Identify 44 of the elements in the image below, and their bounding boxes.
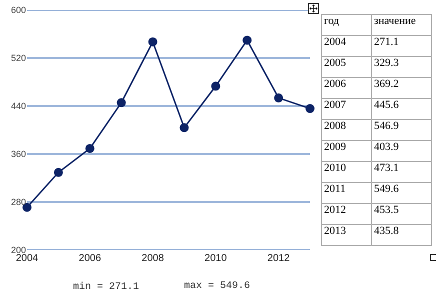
text: 473.1 [372, 162, 432, 182]
point [148, 37, 158, 46]
y-tick-label: 600 [10, 5, 26, 16]
text: 403.9 [372, 140, 432, 162]
y-tick-label: 440 [10, 101, 26, 112]
point [54, 168, 63, 177]
text: 2010 [322, 162, 372, 182]
text: 2009 [322, 140, 372, 162]
text: 2004 [322, 36, 372, 56]
text: 2013 [322, 224, 372, 246]
y-tick-label: 520 [10, 53, 26, 64]
y-tick-label: 360 [10, 149, 26, 160]
point [274, 93, 284, 102]
text: 2006 [322, 78, 372, 98]
text: 2012 [322, 204, 372, 224]
text: 2005 [322, 56, 372, 78]
x-tick-label: 2012 [267, 253, 290, 264]
x-tick-label: 2010 [204, 253, 228, 264]
text: 435.8 [372, 224, 432, 246]
text: max = 549.6 [184, 281, 250, 291]
text: min = 271.1 [73, 281, 140, 291]
x-tick-label: 2004 [16, 253, 39, 264]
text: 546.9 [372, 120, 432, 140]
text: 2007 [322, 98, 372, 120]
text: 549.6 [372, 182, 432, 204]
point [306, 104, 314, 114]
point [116, 98, 126, 108]
point [211, 82, 220, 91]
text: 2008 [322, 120, 372, 140]
text: 445.6 [372, 98, 432, 120]
y-tick-label: 280 [10, 197, 26, 208]
text: 271.1 [372, 36, 432, 56]
text: 329.3 [372, 56, 432, 78]
text: значение [372, 14, 432, 36]
text: 2011 [322, 182, 372, 204]
point [85, 144, 94, 153]
text: 369.2 [372, 78, 432, 98]
point [180, 123, 189, 132]
text: 453.5 [372, 204, 432, 224]
x-tick-label: 2008 [142, 253, 164, 264]
text: год [322, 14, 372, 36]
y-tick-label: 200 [10, 245, 26, 256]
x-tick-label: 2006 [78, 253, 102, 264]
point [242, 36, 252, 45]
